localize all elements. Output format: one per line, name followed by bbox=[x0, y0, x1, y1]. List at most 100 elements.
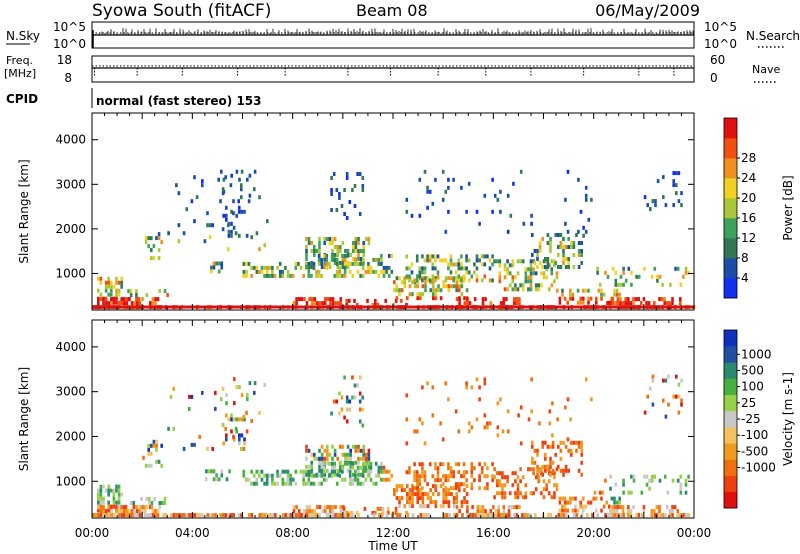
heatmap-cell bbox=[465, 266, 468, 271]
heatmap-cell bbox=[447, 288, 451, 293]
heatmap-cell bbox=[508, 263, 512, 268]
heatmap-cell bbox=[333, 253, 337, 257]
heatmap-cell bbox=[286, 469, 290, 474]
heatmap-cell bbox=[478, 474, 481, 479]
heatmap-cell bbox=[341, 477, 344, 482]
heatmap-cell bbox=[220, 169, 223, 174]
heatmap-cell bbox=[447, 474, 450, 479]
heatmap-cell bbox=[574, 496, 577, 501]
heatmap-cell bbox=[346, 456, 350, 461]
heatmap-cell bbox=[305, 257, 308, 261]
heatmap-cell bbox=[147, 443, 150, 448]
heatmap-cell bbox=[318, 249, 321, 253]
heatmap-cell bbox=[117, 280, 121, 285]
heatmap-cell bbox=[650, 509, 653, 514]
heatmap-cell bbox=[335, 208, 339, 212]
heatmap-cell bbox=[450, 492, 453, 497]
heatmap-cell bbox=[274, 513, 277, 518]
colorbar-swatch bbox=[724, 218, 737, 239]
heatmap-cell bbox=[338, 196, 341, 200]
heatmap-cell bbox=[193, 513, 196, 518]
heatmap-cell bbox=[421, 466, 424, 471]
heatmap-cell bbox=[580, 444, 583, 449]
heatmap-cell bbox=[107, 301, 110, 306]
heatmap-cell bbox=[545, 275, 548, 280]
heatmap-cell bbox=[107, 500, 110, 505]
heatmap-cell bbox=[632, 505, 635, 510]
heatmap-cell bbox=[151, 301, 155, 306]
heatmap-cells-2 bbox=[92, 374, 690, 518]
heatmap-cell bbox=[538, 245, 542, 249]
heatmap-cell bbox=[470, 482, 474, 487]
heatmap-cell bbox=[104, 301, 108, 306]
heatmap-cell bbox=[547, 513, 550, 518]
heatmap-cell bbox=[308, 505, 311, 510]
heatmap-cell bbox=[287, 513, 290, 518]
heatmap-cell bbox=[289, 513, 293, 518]
heatmap-cell bbox=[575, 233, 578, 237]
heatmap-cell bbox=[447, 492, 451, 497]
heatmap-cell bbox=[609, 486, 612, 491]
heatmap-cell bbox=[338, 273, 342, 278]
heatmap-cell bbox=[351, 481, 355, 486]
colorbar-swatch bbox=[724, 346, 737, 363]
heatmap-cell bbox=[632, 301, 635, 306]
heatmap-cell bbox=[346, 265, 350, 269]
heatmap-cell bbox=[263, 481, 266, 486]
heatmap-cell bbox=[380, 261, 383, 266]
heatmap-cell bbox=[426, 189, 429, 194]
heatmap-cell bbox=[462, 474, 466, 479]
heatmap-cell bbox=[553, 483, 556, 488]
heatmap-cell bbox=[650, 513, 653, 518]
heatmap-cell bbox=[210, 469, 213, 474]
heatmap-cell bbox=[268, 473, 272, 478]
heatmap-cell bbox=[510, 505, 513, 510]
heatmap-cell bbox=[117, 508, 121, 513]
heatmap-cell bbox=[572, 440, 576, 445]
heatmap-cell bbox=[523, 513, 527, 518]
heatmap-cell bbox=[356, 383, 359, 388]
heatmap-cell bbox=[156, 297, 160, 302]
heatmap-cell bbox=[457, 266, 461, 271]
heatmap-cell bbox=[516, 259, 520, 264]
heatmap-cell bbox=[341, 265, 345, 269]
heatmap-cell bbox=[99, 280, 103, 285]
heatmap-cell bbox=[465, 270, 468, 275]
heatmap-cell bbox=[473, 270, 476, 275]
heatmap-cell bbox=[107, 508, 110, 513]
heatmap-cell bbox=[434, 292, 438, 297]
heatmap-cell bbox=[221, 422, 225, 427]
heatmap-cell bbox=[529, 275, 533, 280]
heatmap-cell bbox=[667, 374, 670, 379]
heatmap-cell bbox=[99, 513, 103, 518]
heatmap-cell bbox=[234, 426, 238, 431]
heatmap-cell bbox=[601, 490, 605, 495]
heatmap-cell bbox=[297, 513, 300, 518]
heatmap-cell bbox=[129, 289, 133, 294]
heatmap-cell bbox=[369, 265, 373, 270]
heatmap-cell bbox=[684, 490, 688, 495]
heatmap-cell bbox=[333, 261, 337, 265]
heatmap-cell bbox=[653, 513, 657, 518]
heatmap-cell bbox=[460, 500, 464, 505]
heatmap-cell bbox=[230, 209, 233, 214]
heatmap-cell bbox=[295, 297, 298, 302]
heatmap-cell bbox=[292, 301, 296, 306]
heatmap-cell bbox=[175, 183, 178, 188]
heatmap-cell bbox=[465, 209, 468, 214]
heatmap-cell bbox=[546, 241, 550, 245]
heatmap-cell bbox=[501, 495, 504, 500]
heatmap-cell bbox=[649, 386, 652, 391]
heatmap-cell bbox=[320, 464, 324, 469]
heatmap-cell bbox=[541, 237, 544, 241]
heatmap-cell bbox=[143, 509, 147, 514]
heatmap-cell bbox=[357, 468, 360, 473]
heatmap-cell bbox=[345, 302, 348, 307]
heatmap-cell bbox=[559, 265, 563, 269]
heatmap-cell bbox=[344, 456, 347, 461]
heatmap-cell bbox=[305, 444, 308, 449]
heatmap-cell bbox=[627, 301, 630, 306]
heatmap-cell bbox=[580, 452, 583, 457]
heatmap-cell bbox=[145, 505, 149, 509]
heatmap-cell bbox=[557, 444, 560, 449]
